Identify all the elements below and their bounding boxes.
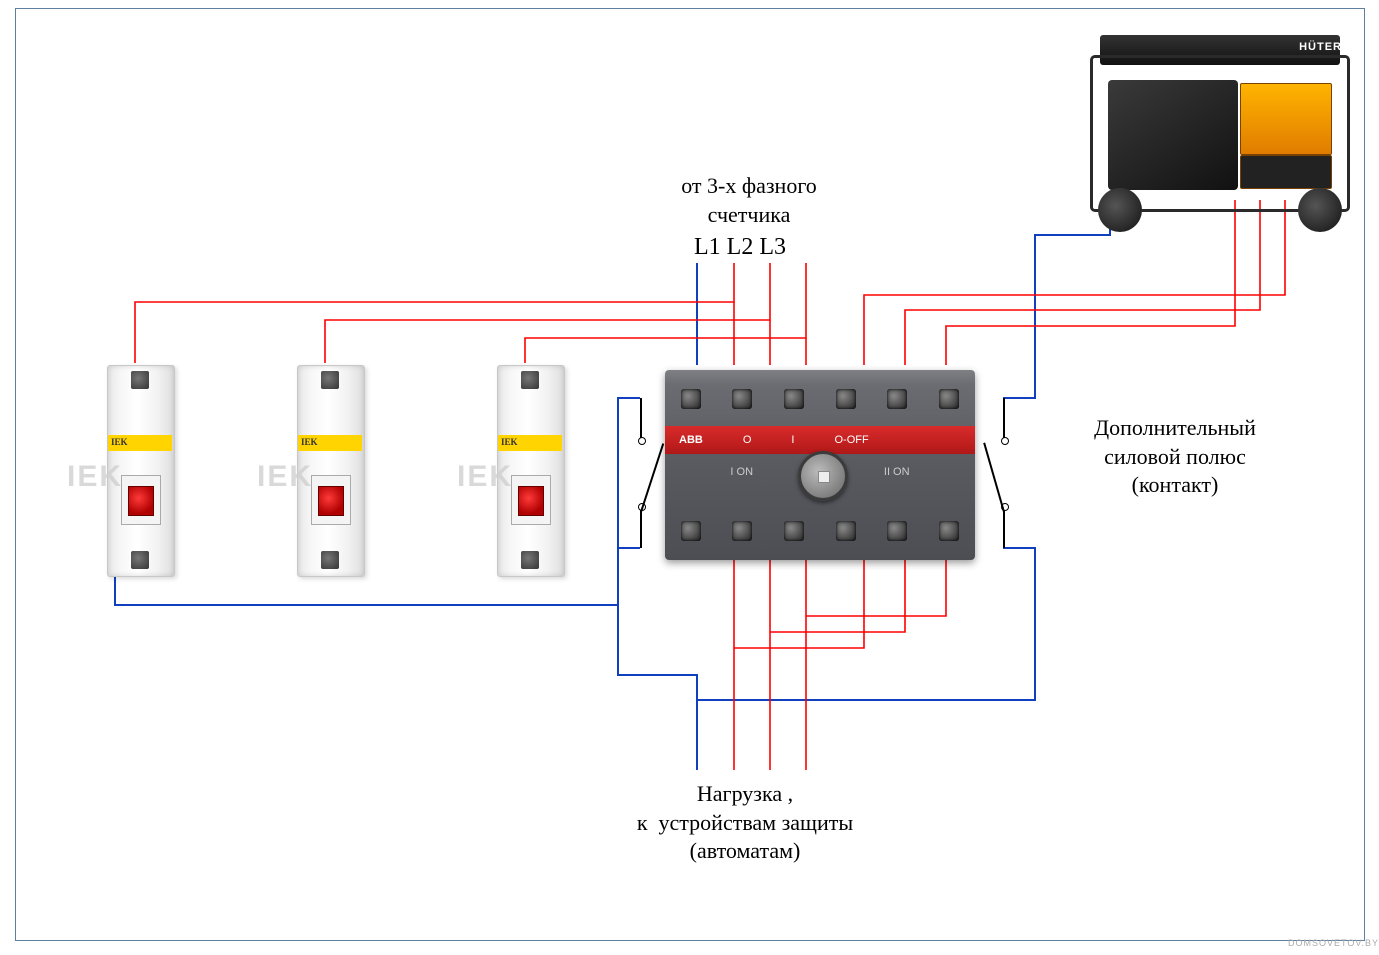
label-meter-source: от 3-х фазного счетчика — [624, 172, 874, 229]
label-aux-pole: Дополнительный силовой полюс (контакт) — [1045, 414, 1305, 500]
watermark: DOMSOVETOV.BY — [1288, 938, 1379, 948]
indicator-module-1: IEK IEK — [95, 365, 185, 575]
label-load: Нагрузка , к устройствам защиты (автомат… — [585, 780, 905, 866]
changeover-switch: ABB O I O-OFF I ON II ON — [665, 370, 975, 560]
indicator-module-3: IEK IEK — [485, 365, 575, 575]
diagram-stage: от 3-х фазного счетчика L1 L2 L3 Нагрузк… — [0, 0, 1379, 955]
label-phase-names: L1 L2 L3 — [660, 232, 820, 263]
generator-brand: HÜTER — [1299, 41, 1342, 53]
switch-brand: ABB — [679, 434, 703, 446]
generator: HÜTER — [1090, 35, 1350, 230]
switch-knob — [798, 451, 848, 501]
indicator-module-2: IEK IEK — [285, 365, 375, 575]
